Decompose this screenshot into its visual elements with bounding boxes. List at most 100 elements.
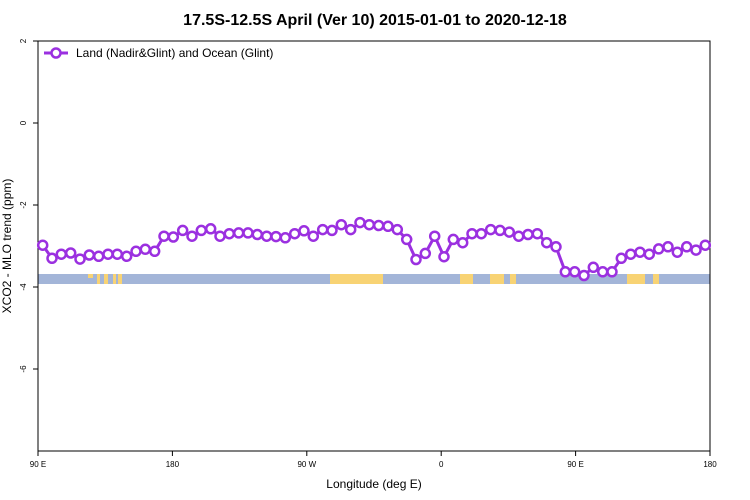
data-point — [74, 253, 86, 265]
data-point — [475, 227, 488, 240]
land-ocean-band — [38, 274, 710, 284]
land-segment — [104, 274, 108, 284]
data-point — [260, 230, 273, 242]
chart-title: 17.5S-12.5S April (Ver 10) 2015-01-01 to… — [183, 12, 567, 29]
data-point — [643, 248, 656, 260]
y-tick-label: 0 — [19, 120, 28, 125]
data-point — [606, 266, 618, 278]
data-point — [531, 227, 544, 240]
data-point — [270, 230, 282, 243]
data-point — [344, 223, 357, 236]
data-point — [456, 236, 469, 249]
data-point — [223, 227, 236, 240]
data-point — [232, 227, 245, 239]
land-segment — [490, 274, 504, 284]
data-point — [428, 230, 441, 242]
data-point — [484, 223, 497, 236]
y-tick-label: 2 — [19, 38, 28, 43]
ocean-segment — [88, 278, 93, 284]
data-point — [596, 266, 609, 278]
data-point — [550, 241, 562, 253]
data-point — [662, 241, 674, 253]
x-axis-ticks: 90 E 180 90 W 0 90 E 180 — [30, 451, 717, 469]
data-point — [186, 230, 198, 242]
data-point — [120, 250, 133, 263]
land-segment — [330, 274, 383, 284]
data-point — [410, 253, 422, 266]
legend: Land (Nadir&Glint) and Ocean (Glint) — [44, 46, 273, 60]
data-point — [522, 228, 534, 241]
data-point — [624, 248, 637, 260]
y-axis-ticks: 2 0 -2 -4 -6 — [19, 38, 38, 373]
data-point — [36, 239, 49, 251]
data-point — [671, 246, 684, 258]
data-point — [578, 269, 590, 282]
land-segment — [118, 274, 122, 284]
data-point — [167, 231, 180, 243]
data-point — [176, 224, 189, 237]
data-point — [148, 245, 161, 258]
data-point — [242, 227, 254, 239]
plot-frame — [37, 40, 711, 452]
data-point — [307, 230, 320, 242]
data-point — [559, 266, 572, 278]
series-points — [36, 216, 712, 282]
land-segment — [510, 274, 516, 284]
x-tick-label: 90 E — [567, 460, 583, 469]
land-segment — [653, 274, 659, 284]
land-segment — [113, 274, 116, 284]
data-point — [372, 219, 385, 232]
legend-label: Land (Nadir&Glint) and Ocean (Glint) — [76, 46, 273, 60]
data-point — [438, 250, 450, 263]
data-point — [690, 244, 702, 256]
data-point — [466, 227, 478, 240]
data-point — [587, 261, 600, 274]
data-point — [400, 233, 413, 246]
x-tick-label: 180 — [703, 460, 717, 469]
y-tick-label: -6 — [19, 365, 28, 373]
data-point — [391, 223, 404, 236]
data-point — [419, 247, 432, 260]
data-point — [288, 227, 301, 240]
x-tick-label: 90 W — [297, 460, 316, 469]
data-point — [680, 241, 693, 253]
data-point — [251, 228, 264, 241]
data-point — [64, 247, 77, 259]
data-point — [83, 249, 96, 261]
legend-marker — [50, 47, 62, 59]
data-point — [382, 220, 394, 233]
data-point — [335, 218, 348, 231]
data-point — [139, 243, 152, 256]
data-point — [326, 224, 338, 237]
data-point — [55, 248, 68, 260]
data-point — [204, 223, 217, 235]
land-segment — [97, 274, 100, 284]
data-point — [354, 216, 366, 229]
data-point — [158, 230, 170, 242]
y-tick-label: -2 — [19, 201, 28, 209]
x-tick-label: 90 E — [30, 460, 46, 469]
data-point — [503, 226, 516, 238]
x-tick-label: 180 — [166, 460, 180, 469]
data-point — [111, 248, 124, 260]
y-axis-label: XCO2 - MLO trend (ppm) — [0, 179, 14, 314]
x-axis-label: Longitude (deg E) — [326, 477, 421, 491]
data-point — [46, 252, 58, 265]
data-point — [540, 236, 553, 249]
data-point — [494, 224, 506, 237]
data-point — [92, 250, 105, 263]
data-point — [634, 246, 646, 258]
data-point — [279, 232, 292, 244]
data-point — [447, 233, 460, 246]
y-tick-label: -4 — [19, 283, 28, 291]
data-point — [699, 239, 712, 251]
data-point — [652, 243, 665, 255]
data-point — [615, 252, 628, 265]
land-segment — [460, 274, 473, 284]
data-point — [512, 230, 525, 242]
data-point — [363, 218, 376, 231]
data-point — [568, 266, 581, 278]
data-point — [214, 230, 226, 242]
data-point — [130, 245, 142, 258]
